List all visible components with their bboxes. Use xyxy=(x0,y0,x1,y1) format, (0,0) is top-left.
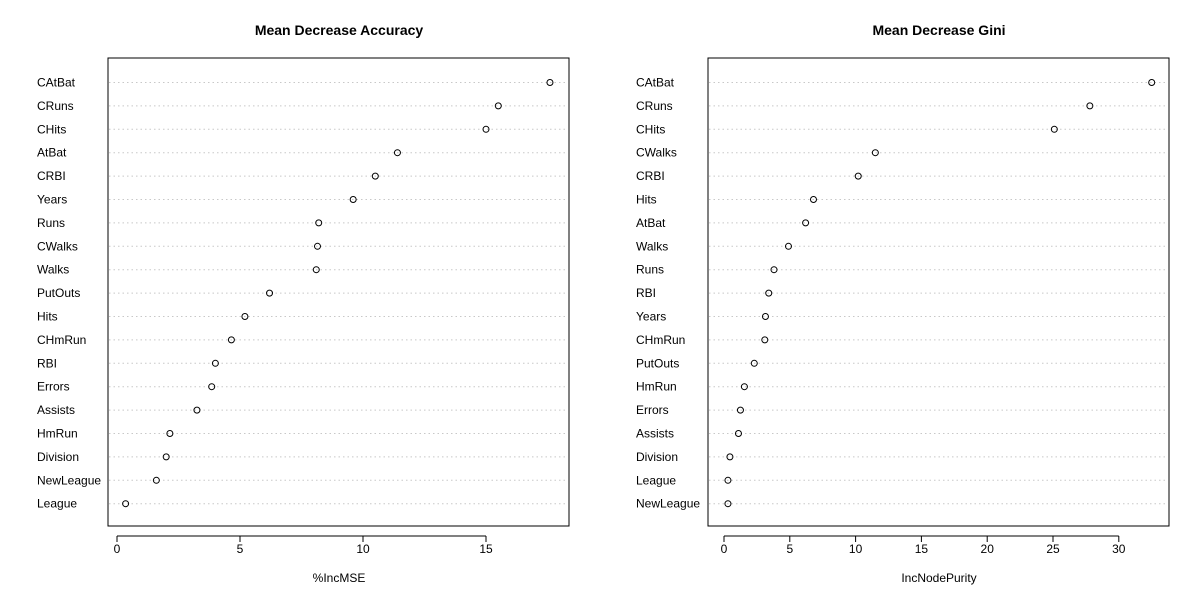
x-tick-label: 20 xyxy=(981,542,995,556)
row-label: HmRun xyxy=(636,380,677,394)
x-axis-label: %IncMSE xyxy=(313,571,366,585)
row-label: League xyxy=(37,497,77,511)
x-tick-label: 30 xyxy=(1112,542,1126,556)
x-tick-label: 15 xyxy=(479,542,493,556)
row-label: Years xyxy=(636,310,666,324)
data-point xyxy=(765,289,773,297)
row-label: Division xyxy=(636,450,678,464)
row-label: Hits xyxy=(37,310,58,324)
row-label: AtBat xyxy=(636,216,666,230)
data-point xyxy=(734,430,742,437)
row-label: CAtBat xyxy=(37,76,76,90)
chart-title: Mean Decrease Gini xyxy=(872,22,1005,38)
data-point xyxy=(802,219,810,227)
x-tick-label: 5 xyxy=(786,542,793,556)
x-tick-label: 0 xyxy=(721,542,728,556)
x-tick-label: 15 xyxy=(915,542,929,556)
data-point xyxy=(166,430,174,437)
plot-marks: CAtBat CRuns CHits AtBat CRBI Years Runs CWalks… xyxy=(37,76,568,556)
x-tick-label: 10 xyxy=(849,542,863,556)
data-point xyxy=(152,476,160,484)
row-label: PutOuts xyxy=(636,356,679,370)
data-point xyxy=(482,125,490,133)
data-point xyxy=(312,266,320,274)
data-point xyxy=(784,242,792,250)
row-label: Errors xyxy=(37,380,70,394)
data-point xyxy=(494,102,502,110)
row-label: CHits xyxy=(37,122,66,136)
data-point xyxy=(349,196,357,203)
row-label: CHmRun xyxy=(636,333,685,347)
data-point xyxy=(740,383,748,391)
row-label: Runs xyxy=(636,263,664,277)
data-point xyxy=(724,500,732,508)
data-point xyxy=(736,406,744,414)
row-label: Years xyxy=(37,193,67,207)
row-label: League xyxy=(636,473,676,487)
data-point xyxy=(871,149,879,157)
plot-frame xyxy=(707,57,1170,527)
data-point xyxy=(854,172,862,180)
row-label: CHits xyxy=(636,122,665,136)
data-point xyxy=(313,242,321,250)
accuracy-panel: Mean Decrease Accuracy %IncMSE CAtBat CRu… xyxy=(37,22,570,585)
row-label: Hits xyxy=(636,193,657,207)
row-label: CHmRun xyxy=(37,333,86,347)
data-point xyxy=(193,406,201,414)
row-label: PutOuts xyxy=(37,286,80,300)
data-point xyxy=(122,500,130,508)
row-label: Errors xyxy=(636,403,669,417)
row-label: CRBI xyxy=(37,169,66,183)
row-label: CWalks xyxy=(37,239,78,253)
row-label: RBI xyxy=(37,356,57,370)
x-tick-label: 25 xyxy=(1046,542,1060,556)
plot-marks: CAtBat CRuns CHits CWalks CRBI Hits AtBat Walks… xyxy=(636,76,1168,556)
row-label: Division xyxy=(37,450,79,464)
data-point xyxy=(761,336,769,344)
row-label: CRuns xyxy=(636,99,673,113)
data-point xyxy=(211,359,219,367)
data-point xyxy=(371,172,379,180)
row-label: AtBat xyxy=(37,146,67,160)
data-point xyxy=(315,219,323,227)
data-point xyxy=(1148,79,1156,86)
row-label: Assists xyxy=(636,427,674,441)
row-label: CAtBat xyxy=(636,76,675,90)
data-point xyxy=(726,453,734,461)
row-label: CRBI xyxy=(636,169,665,183)
data-point xyxy=(241,313,249,320)
row-label: NewLeague xyxy=(636,497,700,511)
data-point xyxy=(724,476,732,484)
data-point xyxy=(266,289,274,297)
data-point xyxy=(809,196,817,203)
data-point xyxy=(227,336,235,344)
row-label: CRuns xyxy=(37,99,74,113)
gini-panel: Mean Decrease Gini IncNodePurity CAtBatC… xyxy=(636,22,1170,585)
data-point xyxy=(1086,102,1094,110)
chart-title: Mean Decrease Accuracy xyxy=(255,22,424,38)
data-point xyxy=(208,383,216,391)
x-tick-label: 10 xyxy=(356,542,370,556)
row-label: Runs xyxy=(37,216,65,230)
data-point xyxy=(393,149,401,157)
x-tick-label: 0 xyxy=(114,542,121,556)
x-tick-label: 5 xyxy=(237,542,244,556)
data-point xyxy=(761,313,769,320)
data-point xyxy=(546,79,554,86)
data-point xyxy=(162,453,170,461)
x-axis-label: IncNodePurity xyxy=(901,571,976,585)
row-label: RBI xyxy=(636,286,656,300)
row-label: HmRun xyxy=(37,427,78,441)
row-label: NewLeague xyxy=(37,473,101,487)
data-point xyxy=(770,266,778,274)
row-label: Walks xyxy=(37,263,69,277)
row-label: CWalks xyxy=(636,146,677,160)
data-point xyxy=(1050,125,1058,133)
row-label: Assists xyxy=(37,403,75,417)
plot-frame xyxy=(107,57,570,527)
row-label: Walks xyxy=(636,239,668,253)
data-point xyxy=(750,359,758,367)
